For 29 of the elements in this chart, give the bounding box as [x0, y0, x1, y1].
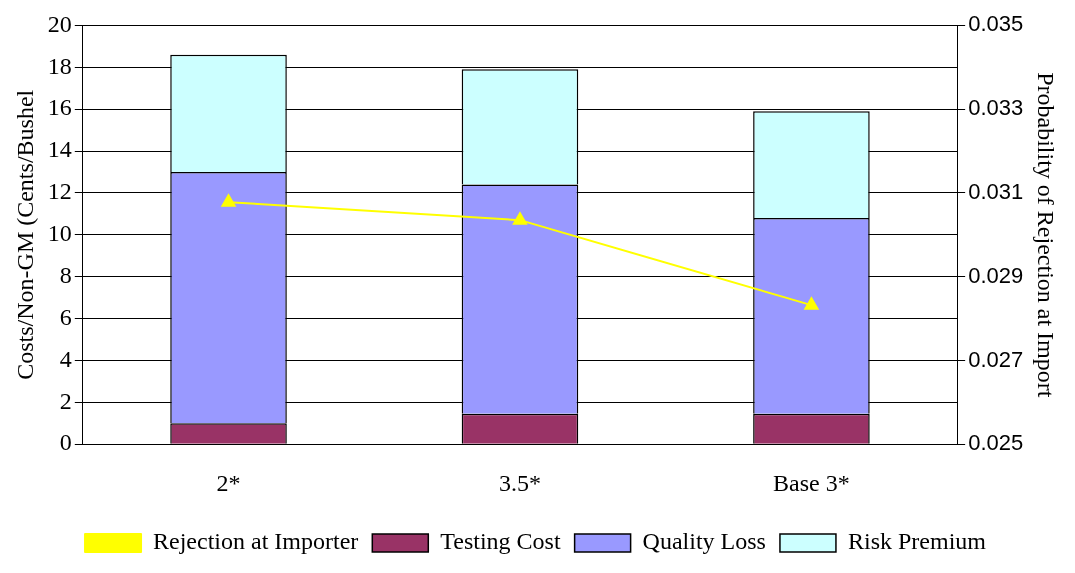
y2-tick-label: 0.033 — [968, 95, 1024, 121]
y2-axis-title: Probability of Rejection at Import — [1033, 72, 1060, 398]
y2-tick-label: 0.029 — [968, 262, 1024, 288]
y-tick-label: 20 — [47, 10, 72, 37]
legend-label: Risk Premium — [847, 528, 987, 555]
y-tick-label: 4 — [59, 345, 72, 372]
x-tick-label: 2* — [216, 469, 241, 496]
y-tick-label: 12 — [47, 178, 72, 205]
x-tick-label: 3.5* — [498, 469, 541, 496]
y2-tick-label: 0.035 — [968, 11, 1024, 37]
y2-tick-label: 0.025 — [968, 430, 1024, 456]
y-tick-label: 16 — [47, 94, 72, 121]
point — [512, 212, 528, 225]
y-tick-label: 2 — [59, 387, 72, 414]
y2-tick-label: 0.027 — [968, 346, 1024, 372]
legend-label: Testing Cost — [440, 528, 561, 555]
y-axis-title: Costs/Non-GM (Cents/Bushel — [11, 89, 38, 380]
point — [221, 194, 236, 207]
y-tick-label: 0 — [59, 429, 72, 456]
y-tick-label: 14 — [47, 136, 72, 163]
point — [804, 297, 819, 310]
y-tick-label: 6 — [59, 303, 72, 330]
y2-tick-label: 0.031 — [968, 178, 1024, 204]
x-tick-label: Base 3* — [773, 469, 850, 496]
legend-label: Rejection at Importer — [153, 528, 359, 555]
y-tick-label: 8 — [59, 261, 72, 288]
y-tick-label: 10 — [47, 220, 72, 247]
legend-label: Quality Loss — [642, 528, 766, 555]
y-tick-label: 18 — [47, 52, 72, 79]
